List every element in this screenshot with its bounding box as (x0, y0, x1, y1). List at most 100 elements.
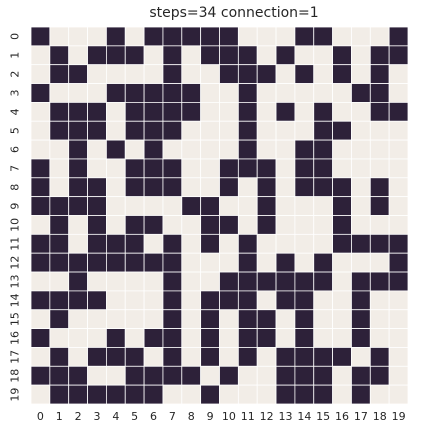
heatmap-cell-r14-c0 (30, 290, 51, 311)
heatmap-cell-r1-c15 (313, 45, 334, 66)
heatmap-cell-r4-c1 (49, 102, 70, 122)
y-tick-label: 16 (9, 331, 22, 345)
heatmap-cell-r5-c13 (275, 120, 296, 141)
heatmap-cell-r12-c16 (332, 252, 352, 273)
heatmap-cell-r8-c7 (162, 177, 183, 198)
heatmap-cell-r12-c9 (200, 252, 220, 273)
y-tick-label: 0 (9, 33, 22, 40)
heatmap-cell-r14-c4 (106, 290, 126, 311)
heatmap-cell-r11-c9 (200, 233, 220, 254)
heatmap-cell-r18-c18 (369, 365, 390, 386)
heatmap-cell-r12-c13 (275, 252, 296, 273)
heatmap-cell-r2-c8 (181, 64, 202, 84)
heatmap-cell-r4-c16 (332, 102, 352, 122)
heatmap-cell-r0-c5 (124, 26, 145, 47)
heatmap-cell-r11-c3 (87, 233, 107, 254)
heatmap-cell-r16-c12 (256, 328, 277, 348)
heatmap-cell-r16-c17 (351, 328, 371, 348)
heatmap-cell-r11-c15 (313, 233, 334, 254)
heatmap-cell-r7-c0 (30, 158, 51, 179)
heatmap-cell-r5-c16 (332, 120, 352, 141)
heatmap-cell-r4-c15 (313, 102, 334, 122)
heatmap-cell-r14-c12 (256, 290, 277, 311)
heatmap-cell-r19-c1 (49, 384, 70, 405)
heatmap-cell-r5-c3 (87, 120, 107, 141)
heatmap-cell-r0-c11 (237, 26, 258, 47)
x-tick-label: 5 (131, 410, 138, 423)
heatmap-cell-r12-c11 (237, 252, 258, 273)
heatmap-cell-r2-c5 (124, 64, 145, 84)
heatmap-cell-r9-c13 (275, 196, 296, 216)
y-tick-label: 11 (9, 237, 22, 251)
heatmap-cell-r6-c2 (68, 139, 88, 160)
heatmap-cell-r9-c11 (237, 196, 258, 216)
heatmap-cell-r15-c11 (237, 309, 258, 330)
heatmap-cell-r6-c16 (332, 139, 352, 160)
heatmap-cell-r0-c15 (313, 26, 334, 47)
heatmap-cell-r10-c4 (106, 215, 126, 235)
heatmap-cell-r15-c6 (143, 309, 164, 330)
heatmap-cell-r13-c13 (275, 271, 296, 292)
heatmap-cell-r14-c15 (313, 290, 334, 311)
heatmap-cell-r4-c5 (124, 102, 145, 122)
heatmap-cell-r12-c10 (219, 252, 239, 273)
heatmap-cell-r10-c16 (332, 215, 352, 235)
heatmap-cell-r0-c10 (219, 26, 239, 47)
heatmap-cell-r0-c2 (68, 26, 88, 47)
heatmap-cell-r8-c0 (30, 177, 51, 198)
x-tick-label: 12 (260, 410, 274, 423)
heatmap-cell-r3-c12 (256, 83, 277, 103)
heatmap-cell-r7-c14 (294, 158, 315, 179)
heatmap-cell-r13-c15 (313, 271, 334, 292)
heatmap-cell-r17-c2 (68, 347, 88, 367)
heatmap-cell-r16-c2 (68, 328, 88, 348)
heatmap-cell-r10-c12 (256, 215, 277, 235)
heatmap-cell-r16-c1 (49, 328, 70, 348)
heatmap-cell-r10-c18 (369, 215, 390, 235)
heatmap-cell-r14-c3 (87, 290, 107, 311)
heatmap-cell-r16-c9 (200, 328, 220, 348)
heatmap-cell-r0-c4 (106, 26, 126, 47)
heatmap-cell-r9-c2 (68, 196, 88, 216)
heatmap-cell-r14-c11 (237, 290, 258, 311)
heatmap-cell-r7-c17 (351, 158, 371, 179)
heatmap-cell-r17-c7 (162, 347, 183, 367)
heatmap-cell-r10-c6 (143, 215, 164, 235)
heatmap-cell-r2-c15 (313, 64, 334, 84)
heatmap-cell-r19-c9 (200, 384, 220, 405)
heatmap-cell-r13-c7 (162, 271, 183, 292)
heatmap-cell-r15-c18 (369, 309, 390, 330)
heatmap-cell-r15-c0 (30, 309, 51, 330)
heatmap-cell-r3-c4 (106, 83, 126, 103)
y-tick-label: 5 (9, 127, 22, 134)
heatmap-cell-r4-c17 (351, 102, 371, 122)
heatmap-cell-r6-c14 (294, 139, 315, 160)
heatmap-cell-r0-c0 (30, 26, 51, 47)
heatmap-cell-r2-c0 (30, 64, 51, 84)
heatmap-cell-r15-c16 (332, 309, 352, 330)
heatmap-cell-r17-c8 (181, 347, 202, 367)
y-tick-label: 17 (9, 350, 22, 364)
heatmap-cell-r3-c13 (275, 83, 296, 103)
heatmap-cell-r3-c6 (143, 83, 164, 103)
heatmap-cell-r17-c1 (49, 347, 70, 367)
heatmap-cell-r7-c10 (219, 158, 239, 179)
heatmap-cell-r15-c10 (219, 309, 239, 330)
heatmap-cell-r1-c19 (388, 45, 409, 66)
heatmap-cell-r1-c2 (68, 45, 88, 66)
heatmap-cell-r13-c18 (369, 271, 390, 292)
chart-title: steps=34 connection=1 (149, 5, 318, 21)
heatmap-cell-r0-c8 (181, 26, 202, 47)
heatmap-cell-r1-c11 (237, 45, 258, 66)
heatmap-cell-r15-c9 (200, 309, 220, 330)
heatmap-cell-r1-c1 (49, 45, 70, 66)
heatmap-cell-r19-c10 (219, 384, 239, 405)
heatmap-cell-r8-c14 (294, 177, 315, 198)
heatmap-cell-r8-c12 (256, 177, 277, 198)
heatmap-cell-r11-c4 (106, 233, 126, 254)
heatmap-cell-r4-c10 (219, 102, 239, 122)
heatmap-cell-r10-c15 (313, 215, 334, 235)
heatmap-cell-r5-c18 (369, 120, 390, 141)
heatmap-cell-r12-c2 (68, 252, 88, 273)
heatmap-cell-r4-c14 (294, 102, 315, 122)
